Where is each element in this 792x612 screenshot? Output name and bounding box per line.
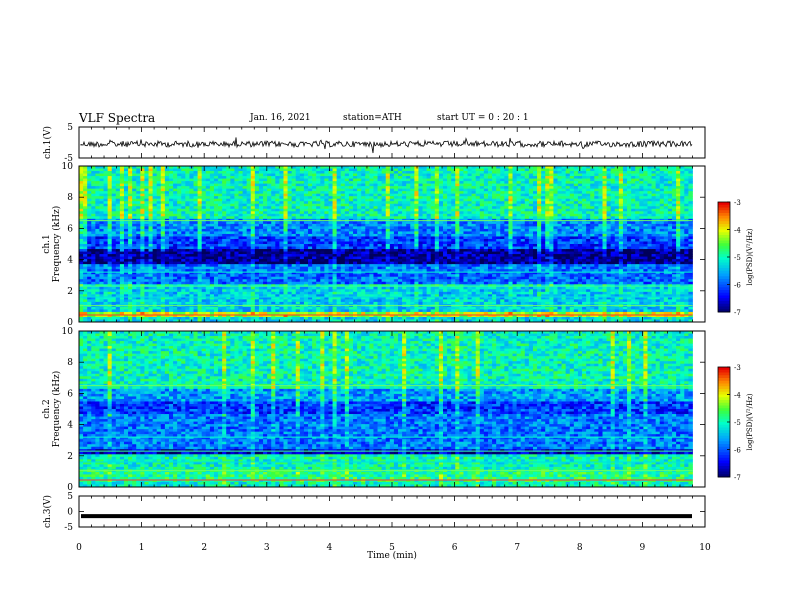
date-label: Jan. 16, 2021 — [250, 113, 311, 123]
y-tick-label: 2 — [67, 287, 73, 297]
y-tick-label: 6 — [67, 224, 73, 234]
x-tick-label: 5 — [389, 543, 395, 553]
station-label: station=ATH — [343, 113, 402, 123]
ch2-spectrogram-yticks: 0 2 4 6 8 10 — [62, 327, 705, 493]
colorbar-tick-label: -4 — [734, 392, 741, 400]
chart-title: VLF Spectra — [79, 111, 156, 125]
ch2-spectrogram-ylabel-channel: ch.2 — [42, 399, 52, 418]
colorbar-tick-label: -5 — [734, 254, 741, 262]
colorbar-tick-label: -5 — [734, 419, 741, 427]
ch1-spectrogram-yticks: 0 2 4 6 8 10 — [62, 162, 705, 328]
x-tick-label: 0 — [76, 543, 82, 553]
x-tick-label: 3 — [264, 543, 270, 553]
colorbar-tick-label: -3 — [734, 199, 741, 207]
start-time-label: start UT = 0 : 20 : 1 — [437, 113, 529, 123]
ch1-waveform-ylabel: ch.1(V) — [42, 126, 53, 159]
y-tick-label: 0 — [67, 483, 73, 493]
y-tick-label: 5 — [67, 123, 73, 133]
colorbar-tick-label: -6 — [734, 447, 741, 455]
colorbar-label: log(PSD)(V²/Hz) — [746, 393, 754, 450]
x-tick-label: 1 — [139, 543, 145, 553]
x-tick-label: 9 — [640, 543, 646, 553]
colorbar-tick-label: -4 — [734, 227, 741, 235]
ch1-spectrogram-ylabel-frequency: Frequency (kHz) — [51, 206, 62, 283]
ch1-waveform-yticks: 5 -5 — [64, 123, 705, 164]
y-tick-label: 10 — [62, 327, 74, 337]
y-tick-label: 8 — [67, 358, 73, 368]
x-tick-label: 4 — [327, 543, 333, 553]
ch1-spectrogram-ylabel-channel: ch.1 — [42, 234, 52, 253]
y-tick-label: 2 — [67, 452, 73, 462]
y-tick-label: 8 — [67, 193, 73, 203]
x-tick-label: 2 — [201, 543, 207, 553]
x-tick-label: 6 — [452, 543, 458, 553]
y-tick-label: -5 — [64, 523, 73, 533]
colorbar-tick-label: -7 — [734, 474, 741, 482]
ch3-waveform-axes-ticks — [78, 496, 706, 527]
colorbar-tick-label: -3 — [734, 364, 741, 372]
y-tick-label: 0 — [67, 508, 73, 518]
y-tick-label: 5 — [67, 492, 73, 502]
colorbar-label: log(PSD)(V²/Hz) — [746, 228, 754, 285]
colorbar-tick-label: -7 — [734, 309, 741, 317]
ch2-spectrogram-image — [79, 331, 693, 488]
ch2-spectrogram-axes-ticks — [78, 331, 706, 487]
ch1-spectrogram-axes-ticks — [78, 166, 706, 322]
x-tick-label: 7 — [514, 543, 520, 553]
y-tick-label: 0 — [67, 318, 73, 328]
x-tick-label: 8 — [577, 543, 583, 553]
y-tick-label: 4 — [67, 256, 73, 266]
x-axis-title: Time (min) — [367, 550, 417, 561]
ch1-waveform-line — [80, 137, 693, 154]
y-tick-label: 4 — [67, 421, 73, 431]
colorbar-tick-label: -6 — [734, 282, 741, 290]
y-tick-label: -5 — [64, 154, 73, 164]
y-tick-label: 6 — [67, 389, 73, 399]
ch1-colorbar: -3 -4 -5 -6 -7 log(PSD)(V²/Hz) — [717, 199, 754, 317]
x-axis: 0 1 2 3 4 5 6 7 8 9 10 Time (min) — [76, 543, 711, 561]
ch1-waveform-axes-ticks — [78, 127, 706, 158]
ch3-waveform-yticks: 5 0 -5 — [64, 492, 705, 533]
x-tick-label: 10 — [699, 543, 711, 553]
ch1-spectrogram-image — [79, 166, 693, 323]
ch3-waveform-ylabel: ch.3(V) — [42, 495, 53, 528]
ch2-colorbar: -3 -4 -5 -6 -7 log(PSD)(V²/Hz) — [717, 364, 754, 482]
ch2-spectrogram-ylabel-frequency: Frequency (kHz) — [51, 371, 62, 448]
y-tick-label: 10 — [62, 162, 74, 172]
